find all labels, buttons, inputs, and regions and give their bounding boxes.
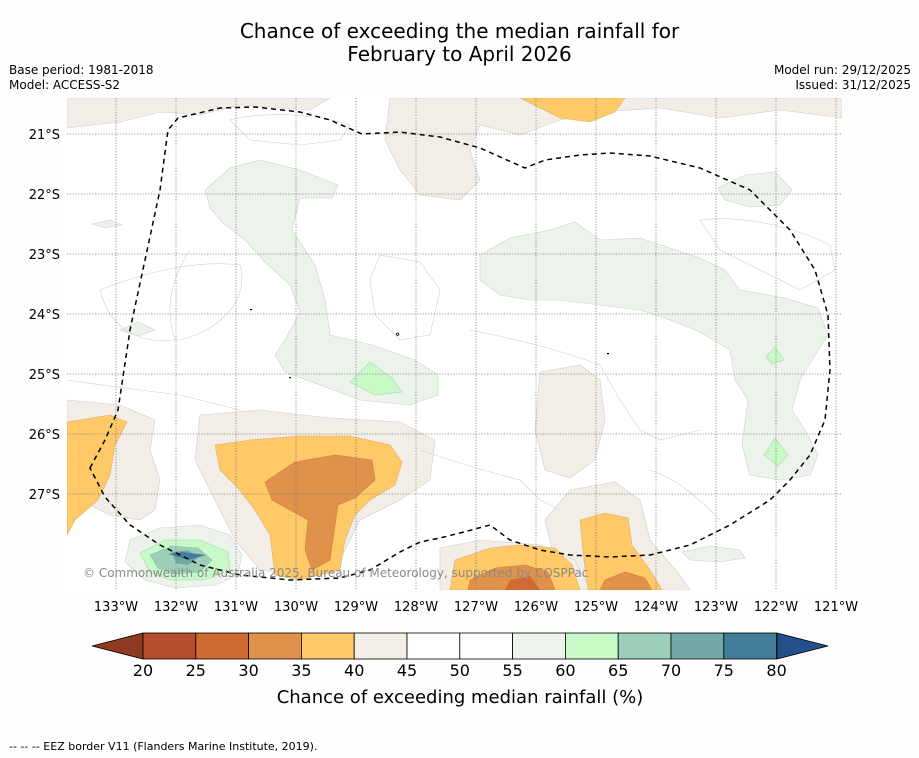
island-marks xyxy=(250,309,609,379)
lon-label: 132°W xyxy=(154,600,198,615)
colorbar-tick-label: 55 xyxy=(502,661,522,680)
colorbar-tick-label: 20 xyxy=(133,661,153,680)
colorbar-cell xyxy=(617,632,672,660)
base-period: Base period: 1981-2018 xyxy=(9,63,154,77)
colorbar-over-arrow xyxy=(776,632,829,660)
lat-labels: 21°S 22°S 23°S 24°S 25°S 26°S 27°S xyxy=(29,128,60,503)
colorbar: 20 25 30 35 40 45 50 55 60 65 70 75 80 Chance of exc… xyxy=(91,632,829,708)
colorbar-cell xyxy=(406,632,461,660)
copyright-text: © Commonwealth of Australia 2025, Bureau… xyxy=(83,566,588,580)
colorbar-cell xyxy=(723,632,777,660)
model-run: Model run: 29/12/2025 xyxy=(773,63,911,77)
colorbar-cell xyxy=(300,632,355,660)
colorbar-tick-label: 60 xyxy=(555,661,575,680)
lat-label: 23°S xyxy=(29,248,60,263)
lon-label: 133°W xyxy=(94,600,138,615)
lon-label: 125°W xyxy=(574,600,618,615)
map-title-line1: Chance of exceeding the median rainfall … xyxy=(239,19,680,43)
colorbar-tick-label: 25 xyxy=(186,661,206,680)
colorbar-cell xyxy=(459,632,513,660)
map-title-line2: February to April 2026 xyxy=(347,42,572,66)
colorbar-title: Chance of exceeding median rainfall (%) xyxy=(277,687,644,708)
colorbar-cell xyxy=(353,632,408,660)
lon-label: 128°W xyxy=(394,600,438,615)
lat-label: 22°S xyxy=(29,188,60,203)
lat-label: 21°S xyxy=(29,128,60,143)
issued-date: Issued: 31/12/2025 xyxy=(795,78,911,92)
lat-label: 27°S xyxy=(29,488,60,503)
lat-label: 26°S xyxy=(29,428,60,443)
lon-label: 129°W xyxy=(334,600,378,615)
island-outline xyxy=(395,332,400,336)
colorbar-tick-label: 50 xyxy=(450,661,470,680)
colorbar-cell xyxy=(248,632,302,660)
map-plot-area: © Commonwealth of Australia 2025, Bureau… xyxy=(67,98,842,590)
contour-lines xyxy=(67,114,836,521)
lat-label: 25°S xyxy=(29,368,60,383)
lon-labels: 133°W 132°W 131°W 130°W 129°W 128°W 127°… xyxy=(94,600,858,615)
colorbar-tick-label: 65 xyxy=(608,661,628,680)
eez-border xyxy=(89,106,831,581)
lon-label: 122°W xyxy=(754,600,798,615)
colorbar-cell xyxy=(195,632,250,660)
lon-label: 131°W xyxy=(214,600,258,615)
colorbar-cell xyxy=(670,632,725,660)
lon-label: 126°W xyxy=(514,600,558,615)
graticule xyxy=(67,98,842,590)
lon-label: 127°W xyxy=(454,600,498,615)
colorbar-cell xyxy=(142,632,197,660)
colorbar-tick-label: 70 xyxy=(661,661,681,680)
lon-label: 130°W xyxy=(274,600,318,615)
colorbar-tick-label: 30 xyxy=(238,661,258,680)
band-25-30-region xyxy=(505,576,540,590)
colorbar-under-arrow xyxy=(91,632,144,660)
colorbar-cell xyxy=(565,632,619,660)
colorbar-tick-label: 45 xyxy=(397,661,417,680)
colorbar-tick-label: 35 xyxy=(291,661,311,680)
colorbar-cell xyxy=(512,632,566,660)
model-name: Model: ACCESS-S2 xyxy=(9,78,121,92)
lat-label: 24°S xyxy=(29,308,60,323)
lon-label: 121°W xyxy=(814,600,858,615)
colorbar-tick-label: 40 xyxy=(344,661,364,680)
colorbar-tick-label: 75 xyxy=(714,661,734,680)
colorbar-tick-label: 80 xyxy=(766,661,786,680)
lon-label: 124°W xyxy=(634,600,678,615)
lon-label: 123°W xyxy=(694,600,738,615)
eez-footnote: -- -- -- EEZ border V11 (Flanders Marine… xyxy=(9,740,318,753)
